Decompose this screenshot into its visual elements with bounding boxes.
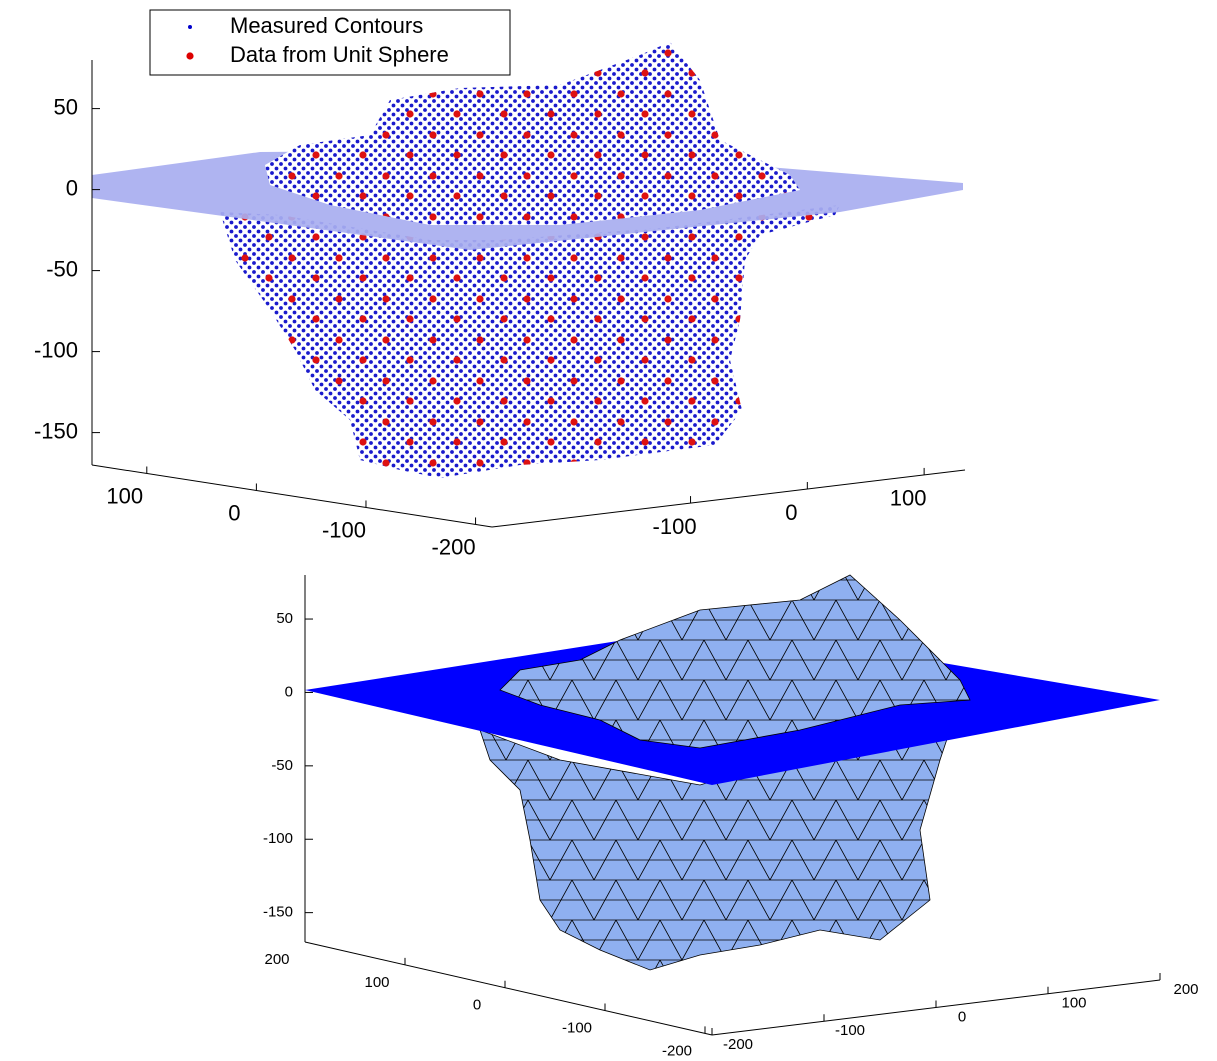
legend-marker [188,25,192,29]
x-tick-label: -100 [562,1020,592,1037]
z-tick-label: -50 [46,256,78,281]
x-tick-label: 0 [228,500,240,525]
legend-marker [186,52,193,59]
figure: 50 0 -50 -100 -150 100 0 -100 -200 -100 0 100 Measur… [0,0,1217,1061]
z-tick-label: 0 [66,175,78,200]
y-tick-label: 100 [1061,995,1086,1012]
y-tick-label: 0 [958,1008,966,1025]
z-tick-label: -100 [34,337,78,362]
z-tick-label: 0 [285,683,293,700]
z-tick-label: -150 [263,904,293,921]
x-tick-label: -200 [662,1042,692,1059]
y-tick-label: -200 [723,1036,753,1053]
z-tick-label: 50 [276,610,293,627]
y-tick-label: 200 [1173,981,1198,998]
y-tick-label: 0 [785,500,797,525]
legend-label: Data from Unit Sphere [230,42,449,67]
z-tick-label: 50 [54,94,78,119]
x-tick-label: -200 [432,534,476,559]
point-cloud-lower [220,205,840,478]
y-tick-label: -100 [653,514,697,539]
z-tick-label: -100 [263,830,293,847]
x-tick-label: 100 [364,974,389,991]
legend-label: Measured Contours [230,13,423,38]
z-tick-label: -50 [271,757,293,774]
y-tick-label: -100 [835,1022,865,1039]
z-tick-label: -150 [34,418,78,443]
x-tick-label: -100 [322,517,366,542]
x-tick-label: 200 [264,951,289,968]
x-tick-label: 0 [473,997,481,1014]
x-tick-label: 100 [106,483,143,508]
y-tick-label: 100 [890,486,927,511]
